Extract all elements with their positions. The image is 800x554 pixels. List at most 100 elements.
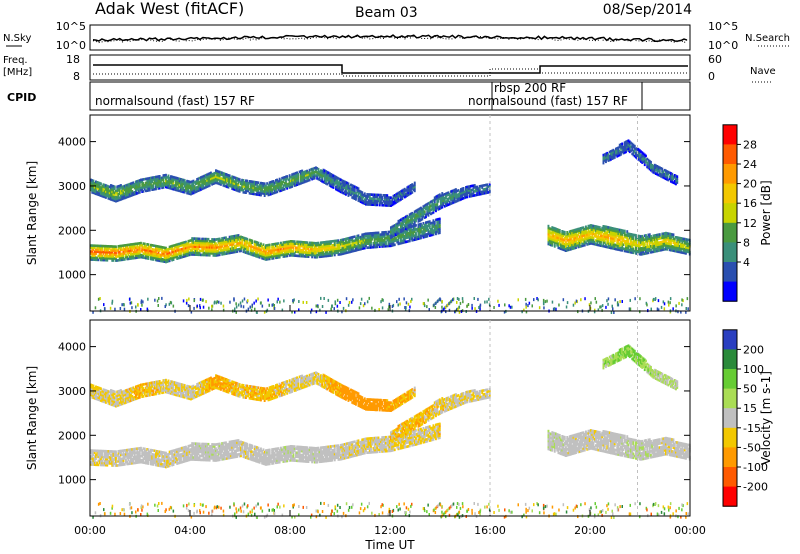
power-cell: [205, 253, 207, 257]
power-cell: [105, 190, 107, 193]
power-cell: [182, 190, 185, 194]
power-cell: [562, 248, 565, 251]
power-cell: [445, 196, 447, 200]
power-cell: [400, 192, 402, 195]
power-cell: [378, 239, 381, 242]
power-cell: [211, 179, 214, 182]
power-cell: [411, 185, 414, 188]
power-cell: [215, 177, 217, 180]
power-cell: [572, 231, 575, 234]
power-cell: [131, 257, 134, 260]
power-cell: [338, 253, 341, 256]
power-cell: [347, 186, 350, 189]
power-cell: [672, 247, 675, 250]
power-cell: [392, 226, 395, 230]
power-cell: [426, 208, 429, 212]
power-cell: [277, 242, 280, 245]
power-cell: [111, 190, 114, 194]
power-cell: [436, 222, 439, 225]
power-cell: [323, 181, 326, 184]
power-cell: [132, 256, 135, 260]
power-cell: [298, 254, 301, 258]
power-cell: [406, 222, 409, 226]
power-cell: [650, 235, 652, 238]
power-cell: [105, 194, 107, 197]
cpid-segment-3: normalsound (fast) 157 RF: [468, 94, 628, 108]
power-cell: [608, 158, 611, 162]
power-cell: [621, 233, 624, 236]
power-cell: [182, 180, 185, 184]
power-cell: [186, 252, 189, 255]
power-cell: [320, 241, 322, 244]
power-cell: [358, 189, 361, 193]
power-cell: [137, 248, 140, 251]
power-cell: [635, 242, 637, 245]
power-cell: [342, 238, 345, 241]
power-cell: [235, 178, 237, 182]
power-cell: [341, 179, 344, 182]
power-cell: [268, 193, 271, 196]
power-cell: [341, 242, 344, 246]
power-cell: [231, 235, 234, 238]
power-cell: [102, 250, 105, 254]
power-cell: [193, 253, 196, 256]
power-cell: [185, 185, 187, 188]
power-cell: [210, 179, 212, 183]
power-cell: [366, 242, 369, 245]
power-cell: [646, 251, 649, 255]
power-cell: [375, 245, 377, 249]
power-cell: [342, 248, 345, 251]
power-cell: [285, 242, 287, 246]
power-cell: [245, 189, 247, 192]
power-cell: [92, 254, 95, 257]
power-cell: [268, 189, 271, 192]
power-cell: [662, 248, 665, 251]
power-cell: [356, 244, 359, 248]
power-cell: [271, 257, 274, 260]
power-cell: [458, 190, 461, 194]
power-cell: [288, 186, 291, 189]
power-cell: [402, 192, 405, 196]
power-cell: [223, 184, 226, 188]
power-cell: [137, 185, 140, 189]
power-cell: [195, 249, 197, 252]
power-cell: [136, 256, 139, 259]
power-cell: [283, 178, 286, 181]
power-cell: [462, 193, 465, 196]
power-cell: [417, 223, 420, 226]
power-cell: [681, 245, 684, 248]
power-cell: [155, 252, 157, 256]
power-cell: [443, 201, 446, 204]
power-cell: [207, 243, 210, 247]
noise-sky-label: N.Sky: [3, 33, 31, 44]
power-cell: [122, 187, 125, 190]
power-cell: [198, 182, 201, 186]
power-cell: [246, 187, 249, 191]
power-cell: [423, 204, 426, 207]
power-cell: [246, 189, 249, 193]
power-cell: [662, 236, 665, 239]
power-cell: [393, 237, 396, 241]
power-cell: [582, 238, 585, 241]
power-cell: [177, 189, 180, 192]
power-cell: [383, 243, 386, 246]
power-cell: [227, 182, 230, 185]
power-cell: [425, 203, 427, 207]
power-cell: [376, 197, 379, 201]
power-cell: [617, 228, 620, 231]
power-cell: [161, 259, 164, 263]
power-cell: [435, 207, 437, 211]
power-cell: [402, 194, 405, 198]
power-cell: [113, 257, 116, 260]
power-cell: [222, 242, 225, 246]
power-cell: [263, 257, 266, 261]
power-cell: [366, 234, 369, 237]
power-cell: [685, 242, 687, 245]
power-cell: [92, 258, 95, 261]
power-cell: [185, 246, 187, 250]
power-cell: [373, 239, 376, 243]
power-cell: [686, 248, 689, 251]
power-cell: [488, 184, 491, 188]
power-cell: [173, 184, 176, 187]
power-cell: [187, 249, 190, 253]
